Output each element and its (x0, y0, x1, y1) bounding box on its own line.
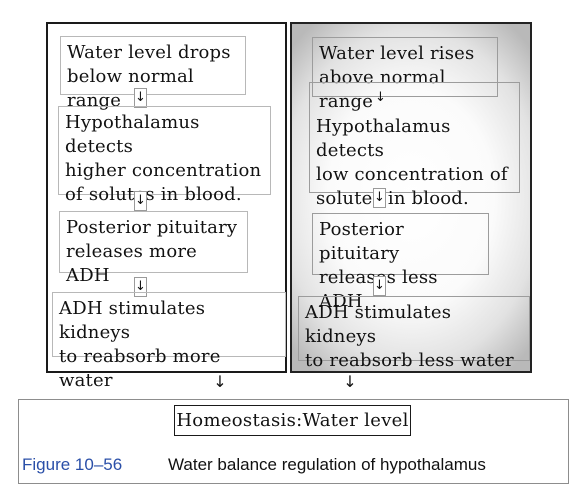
increase-pathway-panel (290, 22, 532, 373)
left-arrow-2: ↓ (134, 191, 147, 211)
left-arrow-1: ↓ (134, 88, 147, 108)
decrease-pathway-panel (46, 22, 287, 373)
left-step-4: ADH stimulates kidneys to reabsorb more … (52, 292, 286, 391)
right-step-1: Water level rises above normal range (312, 37, 498, 112)
right-step-3: Posterior pituitary releases less ADH (312, 213, 489, 312)
left-step-3: Posterior pituitary releases more ADH (59, 211, 248, 286)
right-arrow-1: ↓ (375, 90, 386, 105)
figure-number: Figure 10–56 (22, 455, 123, 474)
right-step-4: ADH stimulates kidneys to reabsorb less … (298, 296, 530, 371)
outcome-frame (18, 399, 569, 484)
right-outcome-arrow: ↓ (343, 372, 357, 391)
figure-caption: Water balance regulation of hypothalamus (168, 455, 486, 474)
right-arrow-3: ↓ (373, 276, 386, 296)
left-step-2: Hypothalamus detects higher concentratio… (58, 106, 271, 205)
right-arrow-2: ↓ (373, 188, 386, 208)
left-outcome-arrow: ↓ (213, 372, 227, 391)
left-step-1: Water level drops below normal range (60, 36, 246, 111)
right-step-2: Hypothalamus detects low concentration o… (309, 82, 520, 209)
homeostasis-box: Homeostasis:Water level (174, 405, 411, 436)
